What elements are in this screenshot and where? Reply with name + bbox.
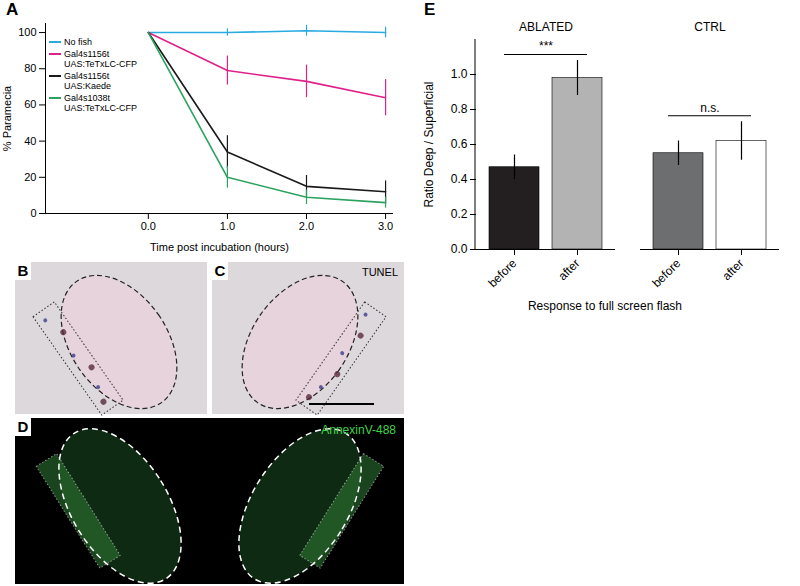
svg-text:CTRL: CTRL (694, 20, 726, 34)
svg-text:2.0: 2.0 (299, 220, 314, 232)
svg-text:before: before (649, 256, 683, 290)
html-text:A: A (6, 0, 19, 19)
svg-text:100: 100 (18, 26, 36, 38)
svg-text:TUNEL: TUNEL (362, 266, 398, 278)
svg-text:C: C (215, 262, 226, 279)
svg-text:n.s.: n.s. (700, 101, 719, 115)
html-text:Gal4s1156t UAS:TeTxLC-CFP: Gal4s1156t UAS:TeTxLC-CFP (64, 49, 137, 69)
svg-text:1.0: 1.0 (451, 67, 468, 81)
svg-text:20: 20 (24, 171, 36, 183)
svg-text:1.0: 1.0 (220, 220, 235, 232)
svg-text:ABLATED: ABLATED (519, 20, 573, 34)
svg-text:0.4: 0.4 (451, 172, 468, 186)
svg-text:Ratio Deep / Superficial: Ratio Deep / Superficial (422, 81, 436, 207)
svg-text:% Paramecia: % Paramecia (1, 85, 13, 151)
svg-text:after: after (555, 256, 582, 283)
svg-text:before: before (485, 256, 519, 290)
html-text:No fish: No fish (64, 37, 92, 47)
svg-text:D: D (18, 418, 29, 435)
html-text:E: E (424, 0, 436, 19)
svg-text:0.6: 0.6 (451, 137, 468, 151)
svg-text:0: 0 (30, 207, 36, 219)
svg-text:40: 40 (24, 135, 36, 147)
svg-text:3.0: 3.0 (378, 220, 393, 232)
svg-text:AnnexinV-488: AnnexinV-488 (321, 423, 396, 437)
svg-text:60: 60 (24, 98, 36, 110)
html-text:Gal4s1156t UAS:Kaede: Gal4s1156t UAS:Kaede (64, 71, 111, 91)
svg-text:Time post incubation (hours): Time post incubation (hours) (150, 241, 289, 253)
svg-text:B: B (18, 262, 29, 279)
svg-text:after: after (719, 256, 746, 283)
svg-text:0.0: 0.0 (141, 220, 156, 232)
svg-text:80: 80 (24, 62, 36, 74)
html-text:Response to full screen flash: Response to full screen flash (528, 299, 682, 313)
svg-text:0.2: 0.2 (451, 207, 468, 221)
svg-text:0.0: 0.0 (451, 242, 468, 256)
html-text:Gal4s1038t UAS:TeTxLC-CFP: Gal4s1038t UAS:TeTxLC-CFP (64, 93, 137, 113)
svg-text:0.8: 0.8 (451, 102, 468, 116)
svg-text:***: *** (539, 39, 553, 53)
